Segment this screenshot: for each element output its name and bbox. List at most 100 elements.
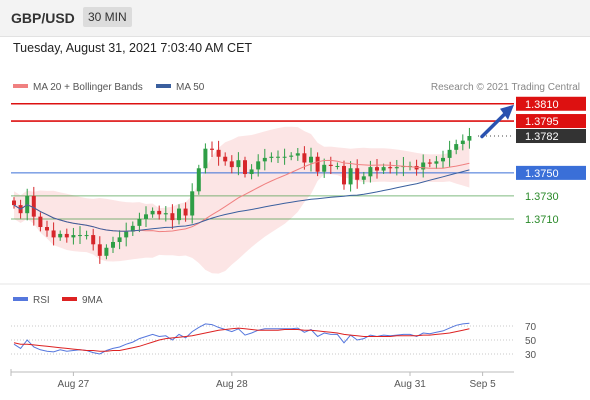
rsi-legend-swatch bbox=[13, 297, 28, 301]
resistance-level-tag bbox=[516, 96, 586, 111]
candle-body bbox=[163, 213, 168, 215]
candle-body bbox=[236, 160, 241, 168]
candle-body bbox=[335, 165, 340, 167]
candle-body bbox=[381, 167, 386, 171]
candle-body bbox=[375, 167, 379, 171]
x-tick-label: Aug 28 bbox=[216, 379, 248, 390]
last-price-level-label: 1.3782 bbox=[525, 131, 559, 143]
candle-body bbox=[183, 208, 188, 216]
candle-body bbox=[216, 149, 221, 157]
candle-body bbox=[117, 237, 122, 242]
candle-body bbox=[150, 210, 155, 215]
candles bbox=[12, 127, 472, 264]
candle-body bbox=[289, 155, 294, 157]
candle-body bbox=[368, 167, 373, 177]
trend-arrow-shaft bbox=[480, 111, 508, 139]
ma50-legend-swatch bbox=[156, 84, 171, 88]
candle-body bbox=[243, 160, 247, 175]
candle-body bbox=[97, 244, 102, 256]
moving-averages bbox=[13, 159, 470, 233]
candle-body bbox=[38, 216, 43, 228]
candle-body bbox=[348, 168, 353, 185]
candle-body bbox=[309, 156, 313, 163]
candle-body bbox=[104, 247, 109, 256]
candle-body bbox=[388, 167, 393, 169]
candle-body bbox=[210, 148, 214, 150]
candle-body bbox=[58, 233, 63, 238]
candle-body bbox=[276, 156, 280, 158]
candle-body bbox=[111, 241, 115, 248]
candle-body bbox=[71, 235, 76, 238]
candle-body bbox=[229, 161, 234, 168]
trend-arrow bbox=[480, 104, 514, 139]
x-tick-label: Aug 27 bbox=[58, 379, 90, 390]
candle-body bbox=[203, 148, 208, 169]
last-price-level-tag bbox=[516, 129, 586, 144]
candle-body bbox=[91, 235, 96, 245]
candle-body bbox=[454, 144, 459, 150]
candle-body bbox=[295, 153, 300, 156]
candle-body bbox=[170, 213, 175, 221]
candle-body bbox=[190, 191, 195, 216]
rsi-ma-legend-label: 9MA bbox=[82, 295, 103, 306]
rsi-ma-line bbox=[13, 327, 470, 352]
candle-body bbox=[12, 200, 16, 206]
candle-body bbox=[467, 136, 472, 141]
candle-body bbox=[361, 176, 366, 180]
resistance-level-label: 1.3795 bbox=[525, 116, 559, 128]
credit-text: Research © 2021 Trading Central bbox=[431, 82, 580, 93]
level-lines bbox=[11, 102, 514, 220]
candle-body bbox=[177, 208, 181, 221]
candle-body bbox=[45, 227, 49, 231]
candle-body bbox=[355, 168, 360, 180]
candle-body bbox=[342, 165, 346, 185]
candle-body bbox=[64, 233, 69, 238]
candle-body bbox=[196, 168, 201, 192]
bollinger-band bbox=[14, 126, 470, 274]
candle-body bbox=[441, 157, 445, 162]
candle-body bbox=[421, 162, 426, 170]
rsi-level-label: 50 bbox=[525, 336, 537, 347]
x-axis-ticks: Aug 27 Aug 28 Aug 31 Sep 5 bbox=[10, 369, 496, 390]
candle-body bbox=[157, 210, 162, 215]
resistance-level-tag bbox=[516, 114, 586, 129]
candle-body bbox=[269, 156, 274, 158]
candle-body bbox=[130, 225, 135, 232]
candle-body bbox=[394, 167, 399, 169]
symbol-label: GBP/USD bbox=[11, 10, 75, 26]
ma50-legend-label: MA 50 bbox=[176, 82, 205, 93]
candle-body bbox=[322, 164, 327, 172]
pivot-level-label: 1.3750 bbox=[525, 168, 559, 180]
bollinger-legend-label: MA 20 + Bollinger Bands bbox=[33, 82, 143, 93]
resistance-level-label: 1.3810 bbox=[525, 99, 559, 111]
candle-body bbox=[223, 156, 228, 162]
candle-body bbox=[144, 214, 148, 219]
candle-body bbox=[427, 162, 432, 164]
timeframe-badge[interactable]: 30 MIN bbox=[83, 7, 132, 27]
candle-body bbox=[315, 156, 320, 172]
candle-body bbox=[84, 235, 89, 237]
candle-body bbox=[282, 156, 287, 158]
candle-body bbox=[124, 231, 129, 238]
x-tick-label: Aug 31 bbox=[394, 379, 426, 390]
trend-arrow-head bbox=[500, 104, 514, 120]
rsi-level-label: 70 bbox=[525, 322, 537, 333]
pivot-level-tag bbox=[516, 165, 586, 180]
ma50-line bbox=[13, 169, 470, 232]
candle-body bbox=[302, 153, 307, 163]
candle-body bbox=[460, 140, 465, 145]
candle-body bbox=[256, 161, 261, 170]
chart-header: GBP/USD 30 MIN bbox=[0, 0, 590, 37]
rsi-level-label: 30 bbox=[525, 350, 537, 361]
candle-body bbox=[447, 149, 452, 158]
candle-body bbox=[78, 235, 82, 237]
rsi-ma-legend-swatch bbox=[62, 297, 77, 301]
candle-body bbox=[137, 218, 142, 226]
candle-body bbox=[51, 230, 56, 238]
rsi-line bbox=[13, 322, 470, 355]
candle-body bbox=[328, 164, 333, 166]
bollinger-band-fill bbox=[14, 126, 470, 274]
candle-body bbox=[31, 195, 36, 217]
bollinger-legend-swatch bbox=[13, 84, 28, 88]
